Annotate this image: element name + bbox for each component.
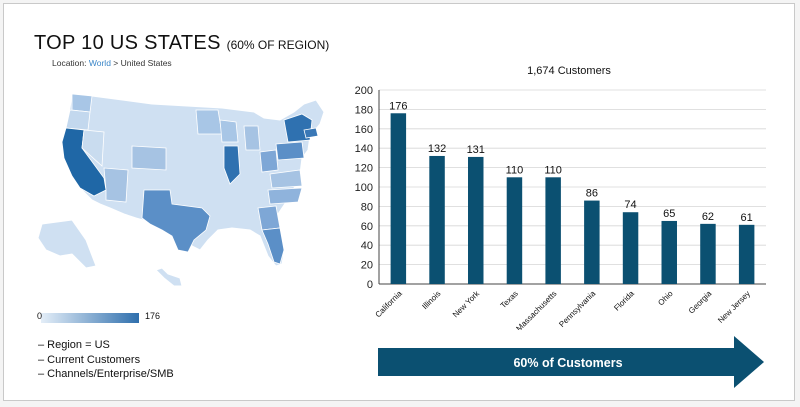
state-oregon <box>65 109 91 131</box>
bar <box>584 200 600 284</box>
state-alaska <box>37 219 97 269</box>
breadcrumb-link-world[interactable]: World <box>88 58 111 68</box>
y-tick-label: 0 <box>367 279 373 291</box>
state-washington <box>71 93 93 113</box>
x-tick-label: California <box>374 289 405 320</box>
state-nevada <box>81 129 105 167</box>
filter-region: – Region = US <box>38 339 110 351</box>
color-scale-gradient <box>41 313 139 323</box>
state-arizona <box>103 167 129 203</box>
state-minnesota <box>195 109 223 135</box>
state-pennsylvania <box>275 141 305 161</box>
title-text: TOP 10 US STATES <box>34 32 221 54</box>
filter-channels: – Channels/Enterprise/SMB <box>38 368 174 380</box>
data-label: 132 <box>428 143 446 155</box>
state-michigan <box>243 125 261 151</box>
state-north-carolina <box>267 187 303 205</box>
data-label: 65 <box>663 208 675 220</box>
bar <box>390 113 407 284</box>
state-texas <box>141 189 211 253</box>
bar <box>700 223 716 284</box>
bar <box>506 177 523 284</box>
bar <box>661 220 677 284</box>
y-tick-label: 60 <box>361 221 373 233</box>
bar <box>622 212 639 284</box>
state-georgia <box>257 205 281 231</box>
bar <box>468 156 484 284</box>
location-label: Location: <box>52 58 87 68</box>
scale-min-label: 0 <box>37 311 43 321</box>
state-florida <box>261 227 285 265</box>
scale-max-label: 176 <box>145 311 161 321</box>
page-title: TOP 10 US STATES (60% OF REGION) <box>34 32 329 55</box>
x-tick-label: New Jersey <box>716 289 752 325</box>
banner-arrow-shape <box>378 336 764 388</box>
data-label: 61 <box>741 212 753 224</box>
state-massachusetts <box>303 127 319 139</box>
breadcrumb-current: United States <box>120 58 172 68</box>
filter-customers: – Current Customers <box>38 353 141 366</box>
y-tick-label: 160 <box>355 124 373 136</box>
data-label: 74 <box>624 199 636 211</box>
state-illinois <box>223 145 241 185</box>
breadcrumb: Location: World > United States <box>52 58 172 68</box>
dashboard-panel: TOP 10 US STATES (60% OF REGION) Locatio… <box>3 3 795 401</box>
y-tick-label: 40 <box>361 240 373 252</box>
x-tick-label: Ohio <box>656 289 675 308</box>
state-hawaii <box>155 267 183 287</box>
x-tick-label: Pennsylvania <box>557 289 597 329</box>
data-label: 110 <box>544 164 562 176</box>
breadcrumb-separator: > <box>113 58 119 68</box>
data-label: 131 <box>467 144 485 156</box>
state-ohio <box>259 149 279 173</box>
x-tick-label: Georgia <box>687 289 714 316</box>
x-tick-label: Illinois <box>420 289 442 311</box>
bar-chart: 0 20 40 60 80 100 120 140 160 180 200 176 California… <box>355 85 766 330</box>
state-virginia <box>269 169 303 189</box>
data-label: 62 <box>702 211 714 223</box>
percent-banner: 60% of Customers <box>378 336 764 388</box>
y-tick-label: 180 <box>355 104 373 116</box>
filter-notes: – Region = US – Current Customers – Chan… <box>38 338 174 382</box>
bar <box>545 177 561 284</box>
y-tick-label: 20 <box>361 260 373 272</box>
data-label: 86 <box>586 188 598 200</box>
data-label: 176 <box>389 100 407 112</box>
x-tick-label: New York <box>451 288 482 319</box>
x-tick-label: Massachusetts <box>514 289 558 330</box>
y-tick-label: 200 <box>355 85 373 97</box>
title-subtitle: (60% OF REGION) <box>226 38 330 52</box>
y-tick-label: 140 <box>355 143 373 155</box>
y-tick-label: 80 <box>361 201 373 213</box>
chart-title: 1,674 Customers <box>527 65 611 77</box>
state-wisconsin <box>219 119 239 143</box>
bar <box>429 155 445 284</box>
x-tick-label: Texas <box>499 289 520 310</box>
bar <box>738 224 755 284</box>
banner-label: 60% of Customers <box>513 356 622 370</box>
y-tick-label: 100 <box>355 182 373 194</box>
state-colorado <box>131 145 167 171</box>
us-choropleth-map[interactable] <box>32 90 332 295</box>
y-tick-label: 120 <box>355 163 373 175</box>
x-tick-label: Florida <box>612 289 636 313</box>
data-label: 110 <box>506 164 524 176</box>
